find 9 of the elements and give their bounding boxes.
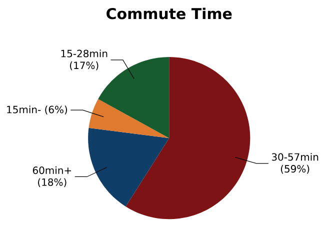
data-label: (59%)	[280, 164, 310, 174]
slice-label: 15min-	[7, 106, 41, 114]
data-label: (17%)	[70, 62, 98, 70]
slice-label: 15-28min	[61, 50, 108, 58]
chart-title: Commute Time	[106, 8, 232, 20]
slice-label: 60min+	[32, 166, 72, 174]
slice-label: 30-57min	[272, 153, 318, 161]
data-label: (6%)	[45, 106, 68, 115]
data-label: (18%)	[38, 178, 66, 188]
